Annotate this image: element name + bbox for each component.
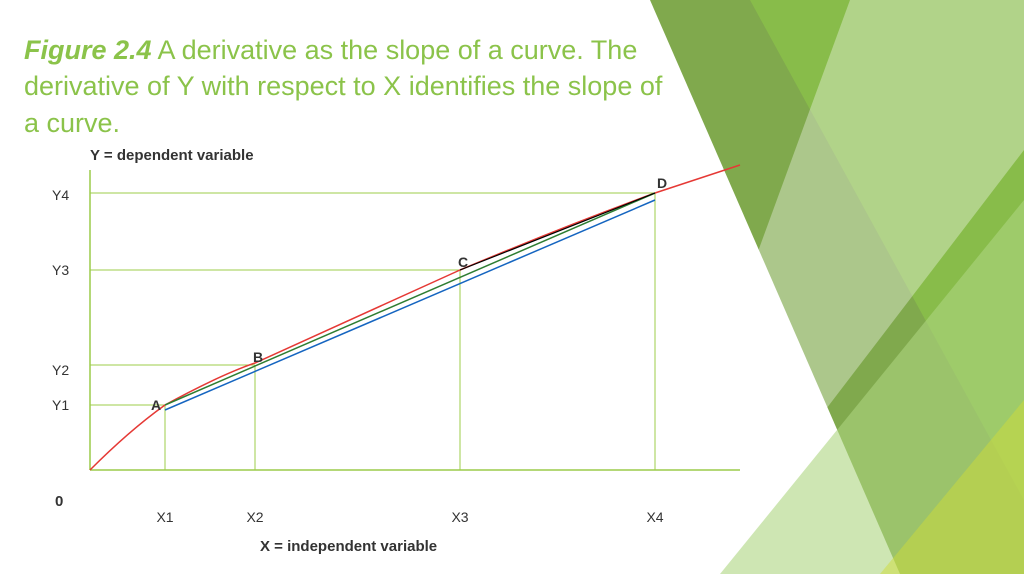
figure-title: Figure 2.4 A derivative as the slope of … [24,32,684,141]
y-tick-label: Y3 [52,262,69,278]
x-tick-label: X1 [156,509,173,525]
y-tick-label: Y4 [52,187,69,203]
x-tick-label: X4 [646,509,663,525]
x-tick-label: X3 [451,509,468,525]
figure-label: Figure 2.4 [24,35,152,65]
point-label-c: C [458,254,468,270]
x-tick-label: X2 [246,509,263,525]
point-label-d: D [657,175,667,191]
y-tick-label: Y1 [52,397,69,413]
point-label-b: B [253,349,263,365]
y-tick-label: Y2 [52,362,69,378]
derivative-chart: Y = dependent variable X = independent v… [60,150,760,550]
chart-svg [60,150,760,550]
point-label-a: A [151,397,161,413]
